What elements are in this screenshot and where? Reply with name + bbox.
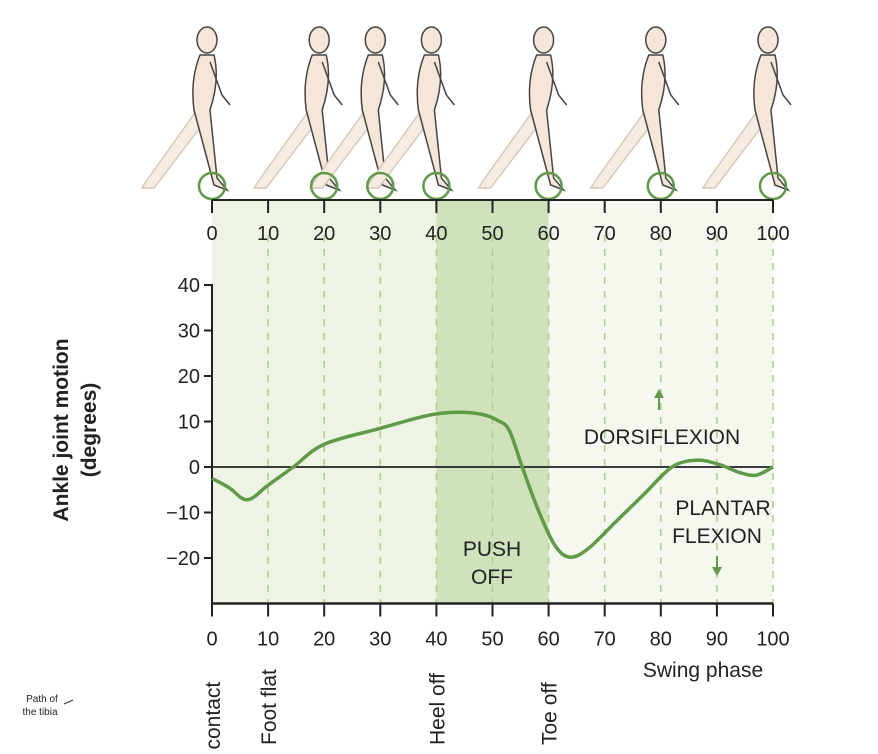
body: [753, 54, 791, 192]
y-tick-label-30: 30: [178, 321, 200, 343]
bottom-tick-label-90: 90: [706, 629, 728, 651]
head: [532, 26, 555, 54]
dorsiflexion-label: DORSIFLEXION: [584, 426, 740, 449]
body: [304, 54, 342, 192]
top-tick-label-80: 80: [650, 223, 672, 245]
walking-figure-4: [477, 26, 568, 192]
event-label-heel-contact: l contact: [202, 682, 225, 754]
top-tick-label-30: 30: [369, 223, 391, 245]
walking-figure-1: [252, 26, 343, 192]
body: [192, 54, 230, 192]
side-note-pointer: [63, 699, 74, 705]
push-off-label-2: OFF: [471, 566, 513, 589]
bottom-tick-label-80: 80: [650, 629, 672, 651]
top-tick-label-100: 100: [756, 223, 789, 245]
top-tick-label-0: 0: [206, 223, 217, 245]
back-leg: [140, 109, 203, 189]
bottom-tick-label-10: 10: [257, 629, 279, 651]
body: [640, 54, 679, 192]
walking-figure-6: [701, 26, 792, 192]
ankle-motion-line: [211, 410, 774, 559]
y-tick-label--10: −10: [166, 503, 200, 525]
bottom-tick-label-60: 60: [537, 629, 559, 651]
y-tick-label-10: 10: [178, 412, 200, 434]
top-tick-label-10: 10: [257, 223, 279, 245]
walking-figures: [140, 26, 792, 201]
head: [364, 26, 387, 54]
body: [416, 54, 454, 192]
event-label-heel-off: Heel off: [426, 673, 449, 745]
y-axis-label-2: (degrees): [78, 383, 101, 478]
event-label-toe-off: Toe off: [539, 682, 562, 745]
bottom-tick-label-30: 30: [369, 629, 391, 651]
plantar-label-1: PLANTAR: [675, 497, 770, 520]
top-tick-label-60: 60: [537, 223, 559, 245]
bottom-tick-label-40: 40: [425, 629, 447, 651]
body: [360, 54, 398, 192]
head: [308, 26, 330, 54]
head: [196, 26, 218, 54]
top-tick-label-40: 40: [425, 223, 447, 245]
arm: [377, 61, 399, 106]
back-leg: [701, 109, 764, 189]
y-tick-label-20: 20: [178, 366, 200, 388]
event-label-foot-flat: Foot flat: [258, 669, 281, 745]
y-tick-label-0: 0: [189, 457, 200, 479]
head: [420, 26, 443, 54]
side-note-1: Path of: [26, 694, 58, 705]
back-leg: [252, 109, 315, 189]
bottom-tick-label-0: 0: [206, 629, 217, 651]
walking-figure-5: [589, 26, 680, 192]
body: [528, 54, 567, 192]
bottom-tick-label-100: 100: [756, 629, 789, 651]
y-tick-label-40: 40: [178, 275, 200, 297]
plantar-arrowhead: [712, 567, 722, 576]
bottom-tick-label-70: 70: [594, 629, 616, 651]
arm: [433, 61, 455, 106]
arm: [658, 61, 680, 106]
top-tick-label-90: 90: [706, 223, 728, 245]
swing-phase-label: Swing phase: [643, 659, 763, 682]
bottom-tick-label-50: 50: [481, 629, 503, 651]
y-axis-label-1: Ankle joint motion: [50, 338, 73, 521]
dorsiflexion-arrowhead: [654, 389, 664, 398]
arm: [209, 61, 231, 106]
top-tick-label-20: 20: [313, 223, 335, 245]
side-note-2: the tibia: [22, 707, 57, 718]
head: [757, 26, 779, 54]
bottom-tick-label-20: 20: [313, 629, 335, 651]
y-tick-label--20: −20: [166, 548, 200, 570]
arm: [770, 61, 792, 106]
arm: [321, 61, 343, 106]
walking-figure-0: [140, 26, 231, 192]
band-0: [212, 200, 437, 604]
top-tick-label-50: 50: [481, 223, 503, 245]
plantar-label-2: FLEXION: [672, 525, 762, 548]
top-tick-label-70: 70: [594, 223, 616, 245]
push-off-label-1: PUSH: [463, 538, 521, 561]
back-leg: [477, 109, 540, 189]
arm: [545, 61, 568, 106]
back-leg: [589, 109, 652, 189]
head: [645, 26, 667, 54]
